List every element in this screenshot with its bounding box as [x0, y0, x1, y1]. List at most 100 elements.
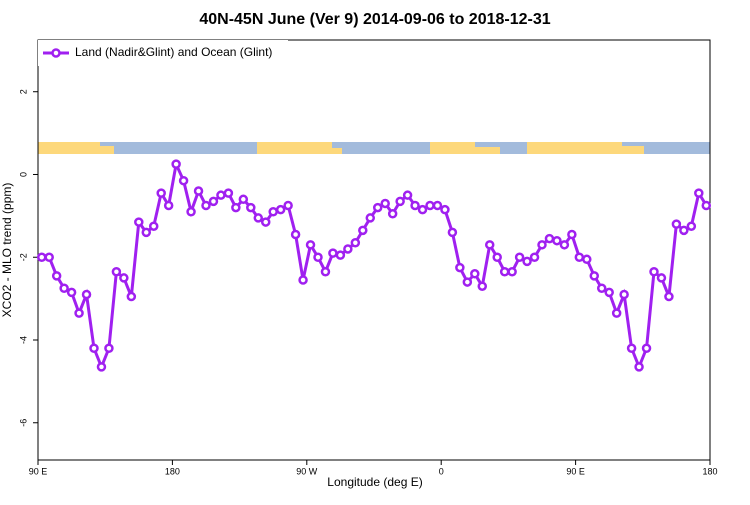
point — [686, 221, 697, 231]
point — [529, 252, 540, 262]
point — [320, 266, 331, 277]
point — [268, 206, 278, 217]
y-axis-label: XCO2 - MLO trend (ppm) — [0, 183, 14, 318]
x-tick-label: 90 E — [566, 466, 585, 476]
point — [507, 266, 517, 277]
point — [395, 196, 405, 207]
point — [537, 240, 547, 250]
point — [701, 200, 712, 211]
point — [626, 343, 637, 354]
x-tick-label: 90 E — [29, 466, 48, 476]
point — [641, 343, 652, 354]
point — [582, 254, 592, 265]
point — [260, 217, 271, 227]
point — [477, 281, 488, 291]
point — [499, 266, 510, 277]
point — [89, 343, 99, 354]
point — [455, 262, 465, 273]
point — [619, 289, 629, 300]
chart-title: 40N-45N June (Ver 9) 2014-09-06 to 2018-… — [199, 11, 550, 28]
y-tick-label: -2 — [18, 253, 28, 261]
y-tick-label: 0 — [18, 172, 28, 177]
y-tick-label: -6 — [18, 419, 28, 427]
point — [552, 235, 562, 246]
point — [387, 209, 398, 219]
point — [380, 198, 390, 209]
point — [410, 200, 420, 211]
point — [470, 269, 480, 279]
point — [231, 202, 241, 213]
point — [358, 225, 368, 236]
x-tick-label: 180 — [165, 466, 180, 476]
point — [216, 190, 226, 200]
point — [298, 275, 308, 285]
point — [492, 252, 502, 262]
point — [201, 200, 211, 211]
x-axis-label: Longitude (deg E) — [327, 475, 422, 489]
point — [559, 240, 570, 250]
point — [574, 252, 585, 262]
land-mask — [38, 142, 710, 154]
point — [111, 266, 122, 277]
point — [313, 252, 323, 262]
point — [283, 200, 293, 211]
point — [104, 343, 114, 354]
point — [238, 194, 249, 205]
point — [372, 202, 383, 213]
point — [567, 229, 577, 240]
point — [514, 252, 525, 262]
point — [596, 283, 607, 294]
x-tick-label: 90 W — [296, 466, 318, 476]
point — [36, 252, 47, 262]
point — [589, 271, 600, 281]
point — [447, 227, 458, 238]
point — [275, 204, 286, 215]
point — [208, 196, 219, 207]
point — [163, 200, 174, 211]
point — [671, 219, 682, 229]
point — [81, 289, 92, 300]
point — [193, 186, 204, 196]
point — [440, 204, 450, 215]
point — [246, 202, 256, 213]
point — [350, 238, 361, 248]
point — [66, 287, 77, 298]
series-line — [41, 159, 708, 371]
point — [59, 283, 69, 294]
point — [484, 240, 495, 250]
point — [462, 277, 473, 287]
legend-marker — [51, 48, 61, 58]
point — [402, 190, 413, 200]
point — [417, 204, 428, 215]
point — [305, 240, 316, 250]
point — [649, 266, 659, 277]
point — [253, 213, 264, 223]
point — [425, 200, 435, 211]
legend-box — [38, 40, 288, 66]
point — [634, 362, 644, 372]
point — [694, 188, 704, 198]
y-tick-label: -4 — [18, 336, 28, 344]
point — [171, 159, 181, 169]
point — [96, 362, 107, 372]
point — [679, 225, 689, 236]
point — [365, 213, 376, 223]
point — [544, 233, 555, 244]
point — [664, 291, 674, 302]
point — [656, 273, 667, 283]
plot-frame — [37, 39, 711, 461]
point — [126, 291, 137, 302]
point — [134, 217, 144, 227]
point — [432, 200, 443, 211]
y-tick-label: 2 — [18, 89, 28, 94]
point — [611, 308, 622, 318]
point — [156, 188, 166, 198]
point — [335, 250, 346, 260]
point — [74, 308, 84, 318]
point — [51, 271, 62, 281]
point — [604, 287, 614, 298]
x-tick-label: 180 — [702, 466, 717, 476]
x-tick-label: 0 — [439, 466, 444, 476]
point — [178, 175, 189, 186]
